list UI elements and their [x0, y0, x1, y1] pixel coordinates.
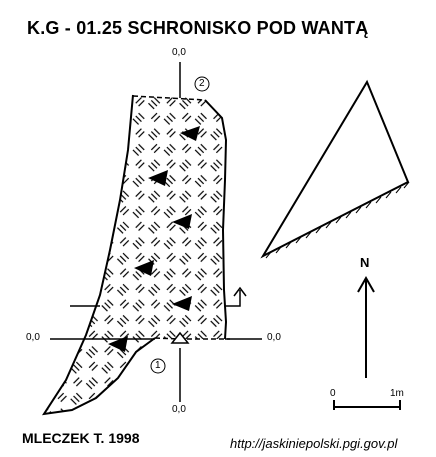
section-number-2: 2 — [199, 78, 205, 89]
dripline-top — [132, 95, 206, 101]
north-arrow-icon — [357, 275, 375, 378]
source-url: http://jaskiniepolski.pgi.gov.pl — [230, 436, 398, 451]
cave-wall-left — [41, 94, 156, 416]
section-label-top: 0,0 — [172, 47, 186, 58]
section-label-right: 0,0 — [267, 332, 281, 343]
scale-bar — [333, 400, 401, 410]
scale-start-label: 0 — [330, 388, 336, 399]
section-2-circle — [194, 76, 210, 92]
map-title: K.G - 01.25 SCHRONISKO POD WANTĄ — [27, 18, 369, 38]
section-label-left: 0,0 — [26, 332, 40, 343]
section-1-circle — [150, 358, 166, 374]
section-label-bottom: 0,0 — [172, 404, 186, 415]
survey-point-icon — [170, 331, 190, 344]
cave-wall-right — [204, 99, 228, 340]
rock-overhang — [260, 79, 410, 259]
north-label: N — [360, 255, 370, 270]
author-credit: MLECZEK T. 1998 — [22, 430, 140, 446]
profile-mark-right — [224, 286, 247, 307]
section-number-1: 1 — [155, 360, 161, 371]
scale-end-label: 1m — [390, 388, 404, 399]
slope-arrows — [108, 126, 200, 352]
